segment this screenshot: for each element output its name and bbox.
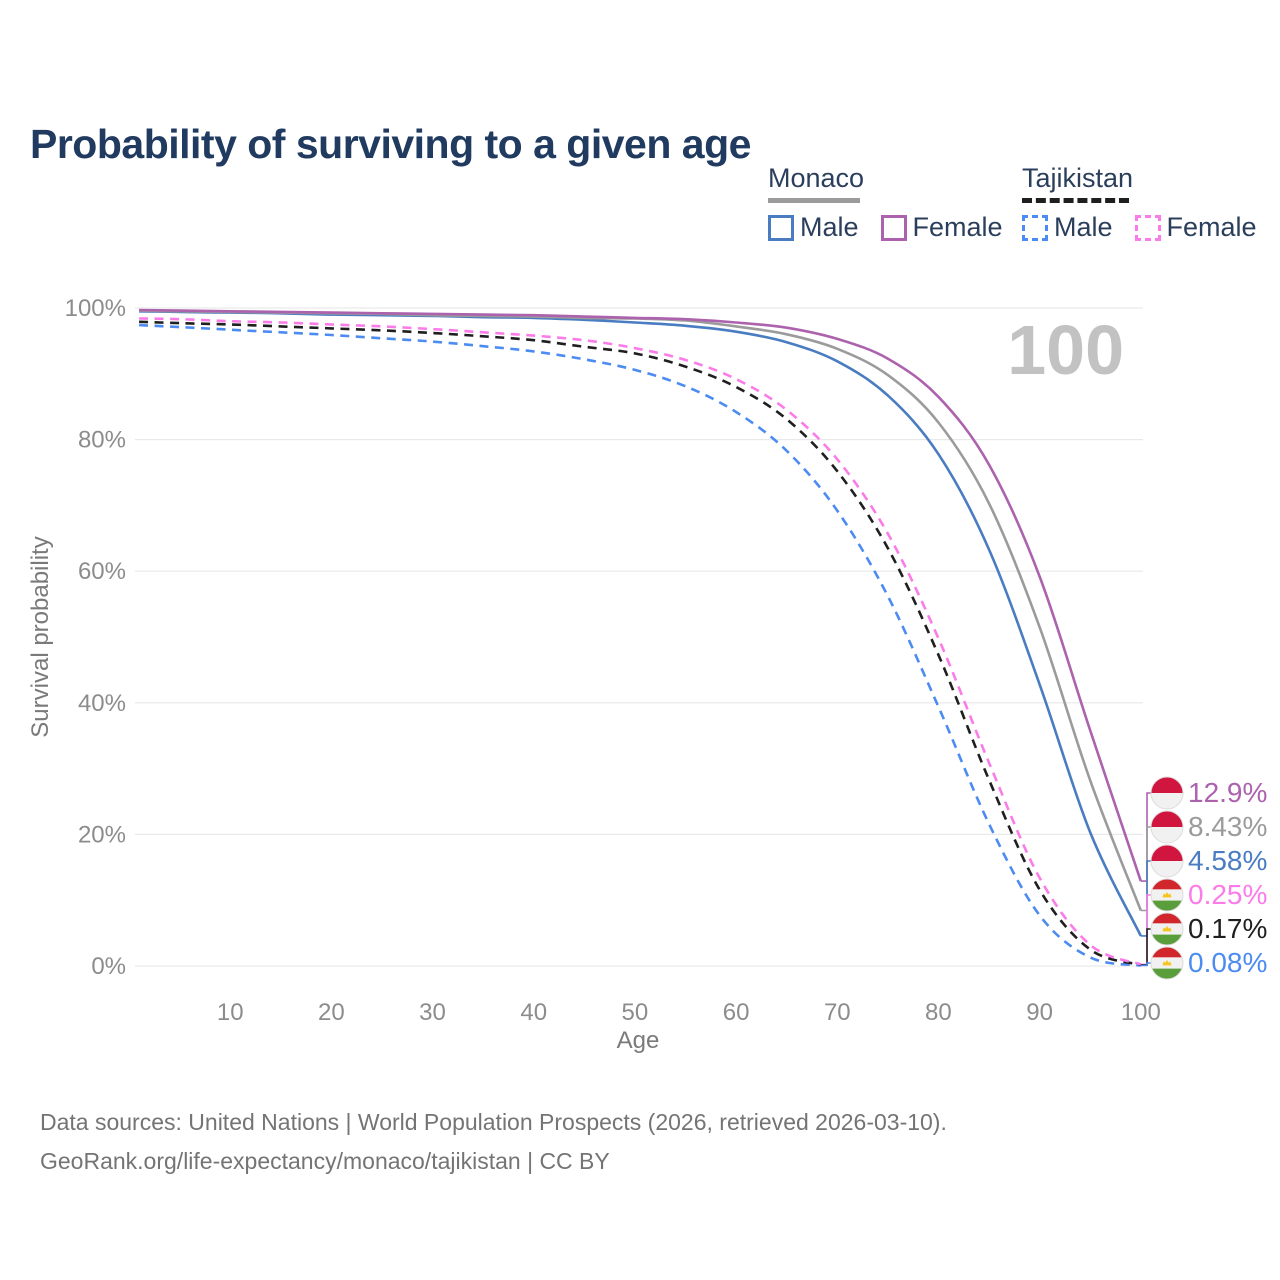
chart-legend: Monaco Male Female Tajikistan Male [0, 163, 1280, 243]
monaco-flag-icon [1150, 844, 1184, 878]
monaco-line-swatch [768, 198, 860, 203]
curve-monaco[interactable] [139, 309, 1143, 911]
y-tick-label: 0% [91, 953, 126, 980]
tajikistan-flag-icon [1150, 946, 1184, 980]
hover-age-watermark: 100 [1007, 311, 1124, 389]
value-label-tajikistan: 0.17% [1188, 913, 1267, 944]
page-title: Probability of surviving to a given age [30, 121, 751, 168]
label-connector [1140, 792, 1151, 882]
curve-tajikistan[interactable] [139, 320, 1142, 967]
x-tick-label: 80 [925, 999, 952, 1026]
attribution-footer: Data sources: United Nations | World Pop… [40, 1103, 947, 1181]
value-label-monaco-female: 12.9% [1188, 777, 1267, 808]
y-tick-label: 60% [78, 558, 126, 585]
x-tick-label: 30 [419, 999, 446, 1026]
legend-item-monaco-male[interactable]: Male [768, 212, 859, 243]
y-axis-title: Survival probability [27, 536, 54, 737]
label-connector [1140, 826, 1151, 912]
legend-country-monaco-label: Monaco [768, 163, 865, 193]
y-tick-label: 40% [78, 690, 126, 717]
value-label-tajikistan-male: 0.08% [1188, 947, 1267, 978]
x-axis-title: Age [617, 1027, 660, 1054]
curve-monaco-female[interactable] [139, 308, 1143, 882]
y-tick-label: 20% [78, 821, 126, 848]
legend-group-monaco: Monaco Male Female [768, 163, 1025, 243]
x-axis-tick-labels: 10 20 30 40 50 60 70 80 90 100 [217, 999, 1161, 1026]
value-label-tajikistan-female: 0.25% [1188, 879, 1267, 910]
x-tick-label: 40 [520, 999, 547, 1026]
label-connector [1140, 860, 1151, 937]
legend-item-tajikistan-female[interactable]: Female [1134, 212, 1257, 243]
value-label-monaco-male: 4.58% [1188, 845, 1267, 876]
legend-country-tajikistan[interactable]: Tajikistan [1022, 163, 1279, 203]
label-connector [1140, 962, 1151, 967]
y-tick-label: 80% [78, 427, 126, 454]
y-axis-tick-labels: 100% 80% 60% 40% 20% 0% [65, 295, 126, 980]
tajikistan-line-swatch [1022, 198, 1129, 203]
x-tick-label: 60 [723, 999, 750, 1026]
legend-item-monaco-female[interactable]: Female [880, 212, 1003, 243]
tajikistan-flag-icon [1150, 912, 1184, 946]
value-label-monaco: 8.43% [1188, 811, 1267, 842]
x-tick-label: 10 [217, 999, 244, 1026]
tajikistan-male-swatch-icon [1022, 214, 1048, 241]
tajikistan-flag-icon [1150, 878, 1184, 912]
legend-country-tajikistan-label: Tajikistan [1022, 163, 1134, 193]
y-tick-label: 100% [65, 295, 126, 322]
monaco-male-label: Male [800, 212, 859, 242]
monaco-flag-icon [1150, 810, 1184, 844]
tajikistan-male-label: Male [1054, 212, 1113, 242]
legend-country-monaco[interactable]: Monaco [768, 163, 1025, 203]
x-tick-label: 50 [622, 999, 649, 1026]
x-tick-label: 70 [824, 999, 851, 1026]
label-connector [1140, 928, 1151, 966]
x-tick-label: 100 [1121, 999, 1161, 1026]
curve-tajikistan-female[interactable] [139, 317, 1142, 966]
curve-tajikistan-male[interactable] [139, 323, 1142, 967]
curve-monaco-male[interactable] [139, 310, 1142, 937]
x-tick-label: 20 [318, 999, 345, 1026]
legend-group-tajikistan: Tajikistan Male Female [1022, 163, 1279, 243]
monaco-flag-icon [1150, 776, 1184, 810]
monaco-female-swatch-icon [880, 214, 907, 241]
monaco-male-swatch-icon [768, 214, 794, 241]
tajikistan-female-swatch-icon [1134, 214, 1161, 241]
legend-item-tajikistan-male[interactable]: Male [1022, 212, 1113, 243]
gridlines [135, 307, 1143, 967]
tajikistan-female-label: Female [1166, 212, 1257, 242]
x-tick-label: 90 [1026, 999, 1053, 1026]
monaco-female-label: Female [912, 212, 1003, 242]
georank-link-line[interactable]: GeoRank.org/life-expectancy/monaco/tajik… [40, 1148, 610, 1174]
data-sources-line: Data sources: United Nations | World Pop… [40, 1109, 947, 1135]
